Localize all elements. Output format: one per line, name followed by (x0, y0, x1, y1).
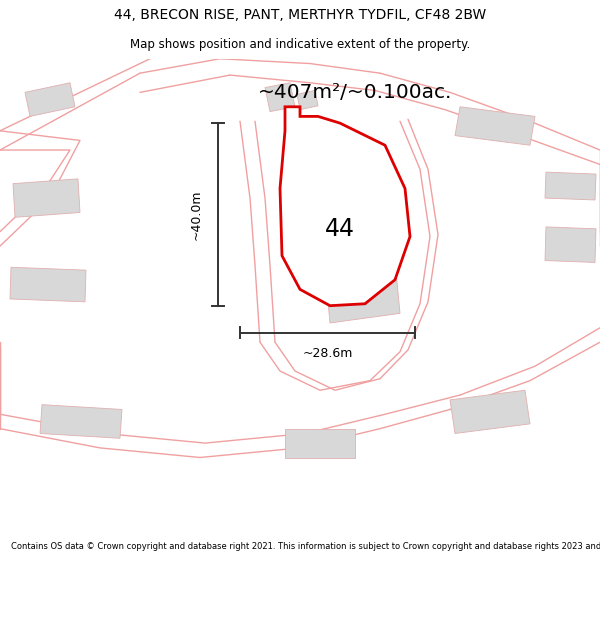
Polygon shape (455, 107, 535, 145)
Text: 44: 44 (325, 217, 355, 241)
Polygon shape (13, 179, 80, 217)
Text: ~40.0m: ~40.0m (190, 189, 203, 239)
Polygon shape (545, 227, 596, 262)
Polygon shape (40, 404, 122, 438)
Polygon shape (280, 107, 410, 306)
Text: Contains OS data © Crown copyright and database right 2021. This information is : Contains OS data © Crown copyright and d… (11, 542, 600, 551)
Polygon shape (450, 390, 530, 434)
Text: Map shows position and indicative extent of the property.: Map shows position and indicative extent… (130, 38, 470, 51)
Polygon shape (545, 172, 596, 200)
Polygon shape (265, 82, 295, 112)
Polygon shape (297, 91, 318, 109)
Polygon shape (10, 268, 86, 302)
Text: 44, BRECON RISE, PANT, MERTHYR TYDFIL, CF48 2BW: 44, BRECON RISE, PANT, MERTHYR TYDFIL, C… (114, 8, 486, 22)
Polygon shape (285, 429, 355, 458)
Text: ~407m²/~0.100ac.: ~407m²/~0.100ac. (258, 83, 452, 102)
Polygon shape (25, 82, 75, 116)
Polygon shape (325, 261, 400, 323)
Text: ~28.6m: ~28.6m (302, 348, 353, 360)
